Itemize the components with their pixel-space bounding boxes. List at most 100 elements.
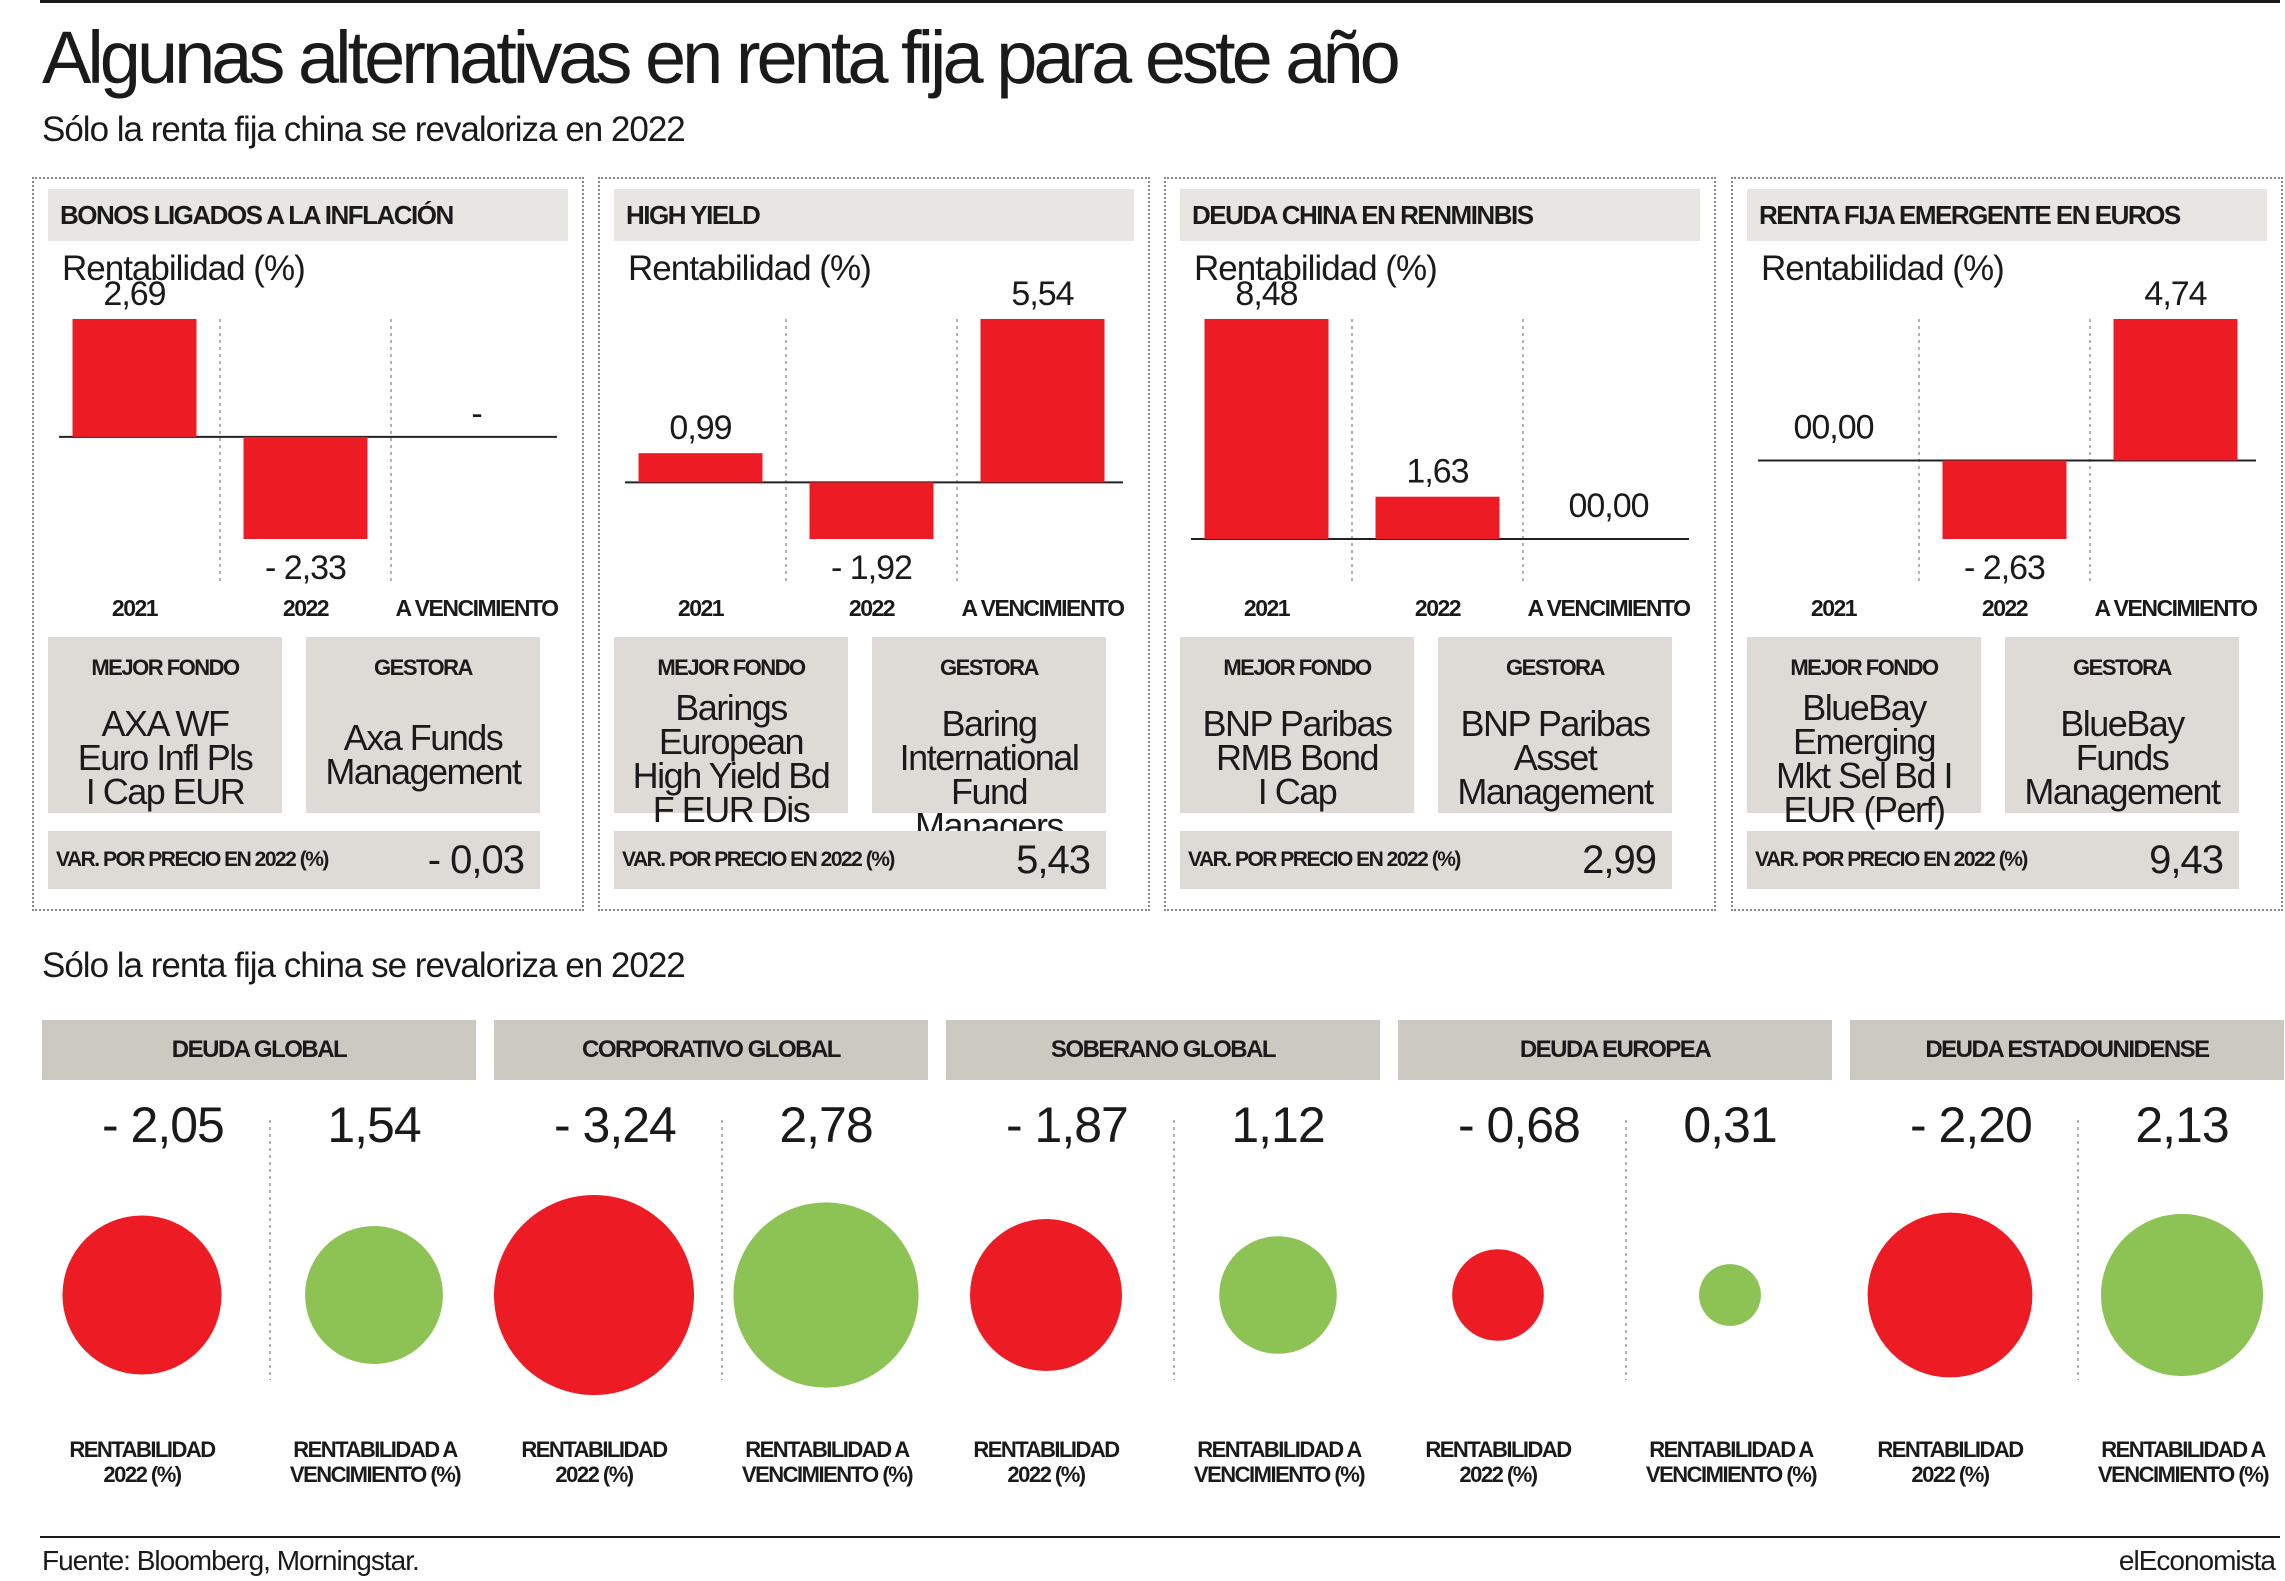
bar-2022 (1375, 496, 1500, 539)
bubble-rentabilidad-vencimiento (2100, 1213, 2264, 1377)
price-change-box: VAR. POR PRECIO EN 2022 (%) 2,99 (1180, 831, 1672, 889)
panel-title: RENTA FIJA EMERGENTE EN EUROS (1747, 189, 2267, 241)
chart-panel-deuda-china: DEUDA CHINA EN RENMINBIS Rentabilidad (%)… (1164, 177, 1716, 911)
x-tick-label: 2021 (1244, 595, 1291, 621)
bar-2022 (243, 436, 368, 539)
bubble-value-label: - 1,87 (1006, 1097, 1128, 1153)
bubble-value-label: 1,54 (327, 1097, 421, 1153)
x-tick-label: 2021 (112, 595, 159, 621)
bubble-value-label: 1,12 (1231, 1097, 1324, 1153)
price-change-label: VAR. POR PRECIO EN 2022 (%) (1188, 848, 1461, 871)
panel-title: HIGH YIELD (614, 189, 1134, 241)
best-fund-box: MEJOR FONDO BNP Paribas RMB Bond I Cap (1180, 637, 1414, 813)
price-change-value: - 0,03 (427, 838, 525, 882)
best-fund-label: MEJOR FONDO (1790, 655, 1939, 680)
chart-panel-high-yield: HIGH YIELD Rentabilidad (%) 0,99 2021 - 1,92… (598, 177, 1150, 911)
best-fund-label: MEJOR FONDO (657, 655, 806, 680)
source-note: Fuente: Bloomberg, Morningstar. (42, 1545, 420, 1576)
bar-2022 (1942, 460, 2067, 539)
bar-2021 (638, 453, 763, 483)
x-tick-label: 2021 (678, 595, 725, 621)
fund-manager-box: GESTORA Baring International Fund Manager… (872, 637, 1106, 844)
bar-value-label: 5,54 (1011, 275, 1073, 313)
fund-manager-label: GESTORA (2073, 655, 2172, 680)
bar-value-label: 4,74 (2144, 275, 2206, 313)
bubble-chart: - 2,05 1,54 - 3,24 2,78 - 1,87 1,12 - 0,68 0,31… (62, 1097, 2264, 1395)
x-tick-label: 2022 (283, 595, 329, 621)
fund-manager-name: BNP Paribas Asset Management (1457, 703, 1654, 812)
category-header: DEUDA GLOBAL (42, 1020, 476, 1080)
page-title: Algunas alternativas en renta fija para … (42, 16, 1401, 99)
price-change-value: 5,43 (1016, 838, 1091, 882)
bubble-rentabilidad-2022 (494, 1195, 694, 1395)
bubble-rentabilidad-vencimiento (305, 1226, 443, 1364)
price-change-label: VAR. POR PRECIO EN 2022 (%) (1755, 848, 2028, 871)
bubble-label-2022: RENTABILIDAD 2022 (%) (1425, 1437, 1572, 1487)
price-change-label: VAR. POR PRECIO EN 2022 (%) (622, 848, 895, 871)
bubble-rentabilidad-vencimiento (733, 1202, 919, 1388)
bubble-rentabilidad-2022 (1867, 1212, 2033, 1378)
category-header: CORPORATIVO GLOBAL (494, 1020, 928, 1080)
bar-value-label: 0,99 (669, 409, 731, 447)
best-fund-name: BlueBay Emerging Mkt Sel Bd I EUR (Perf) (1775, 687, 1954, 830)
chart-panel-bonos-inflacion: BONOS LIGADOS A LA INFLACIÓN Rentabilidad… (32, 177, 584, 911)
y-axis-label: Rentabilidad (%) (628, 249, 872, 288)
y-axis-label: Rentabilidad (%) (1194, 249, 1438, 288)
bar-chart: 0,99 2021 - 1,92 2022 5,54 A VENCIMIENTO (625, 275, 1126, 621)
bubble-value-label: 0,31 (1683, 1097, 1776, 1153)
best-fund-label: MEJOR FONDO (1223, 655, 1372, 680)
fund-manager-label: GESTORA (940, 655, 1039, 680)
bubble-rentabilidad-vencimiento (1699, 1264, 1761, 1326)
price-change-value: 2,99 (1582, 838, 1657, 882)
bar-chart: 2,69 2021 - 2,33 2022 - A VENCIMIENTO (59, 275, 560, 621)
fund-manager-box: GESTORA Axa Funds Management (306, 637, 540, 813)
bubble-label-2022: RENTABILIDAD 2022 (%) (1877, 1437, 2024, 1487)
price-change-label: VAR. POR PRECIO EN 2022 (%) (56, 848, 329, 871)
fund-manager-name: BlueBay Funds Management (2024, 703, 2221, 812)
bar-value-label: 1,63 (1406, 453, 1468, 491)
bubble-value-label: - 0,68 (1458, 1097, 1580, 1153)
bubble-label-2022: RENTABILIDAD 2022 (%) (521, 1437, 668, 1487)
bubble-label-vencimiento: RENTABILIDAD A VENCIMIENTO (%) (1645, 1437, 1818, 1487)
bar-value-label: 00,00 (1793, 408, 1873, 446)
top-rule (40, 0, 2280, 3)
panel-title: DEUDA CHINA EN RENMINBIS (1180, 189, 1700, 241)
fund-manager-box: GESTORA BlueBay Funds Management (2005, 637, 2239, 813)
price-change-box: VAR. POR PRECIO EN 2022 (%) 5,43 (614, 831, 1106, 889)
bubble-value-label: - 2,05 (102, 1097, 224, 1153)
x-tick-label: 2021 (1811, 595, 1858, 621)
y-axis-label: Rentabilidad (%) (1761, 249, 2005, 288)
bar-value-label: - 1,92 (831, 549, 912, 587)
bubble-rentabilidad-vencimiento (1219, 1236, 1337, 1354)
bar-2021 (1204, 319, 1329, 539)
fund-manager-label: GESTORA (1506, 655, 1605, 680)
best-fund-name: BNP Paribas RMB Bond I Cap (1202, 703, 1393, 812)
price-change-box: VAR. POR PRECIO EN 2022 (%) - 0,03 (48, 831, 540, 889)
panel-title: BONOS LIGADOS A LA INFLACIÓN (48, 189, 568, 241)
bar-value-label: 2,69 (103, 275, 165, 313)
x-tick-label: A VENCIMIENTO (2095, 595, 2258, 621)
best-fund-name: Barings European High Yield Bd F EUR Dis (632, 687, 831, 830)
bubble-label-vencimiento: RENTABILIDAD A VENCIMIENTO (%) (1193, 1437, 1366, 1487)
price-change-value: 9,43 (2149, 838, 2224, 882)
x-tick-label: 2022 (1982, 595, 2028, 621)
bubble-rentabilidad-2022 (1452, 1249, 1544, 1341)
x-tick-label: 2022 (1415, 595, 1461, 621)
x-tick-label: 2022 (849, 595, 895, 621)
price-change-box: VAR. POR PRECIO EN 2022 (%) 9,43 (1747, 831, 2239, 889)
bar-value-label: 00,00 (1568, 487, 1648, 525)
brand-logo: elEconomista (2118, 1545, 2276, 1576)
best-fund-box: MEJOR FONDO AXA WF Euro Infl Pls I Cap EU… (48, 637, 282, 813)
bar-value-label: - 2,33 (265, 549, 346, 587)
x-tick-label: A VENCIMIENTO (396, 595, 559, 621)
bar-chart: 00,00 2021 - 2,63 2022 4,74 A VENCIMIENTO (1758, 275, 2259, 621)
category-header: DEUDA ESTADOUNIDENSE (1850, 1020, 2284, 1080)
best-fund-box: MEJOR FONDO BlueBay Emerging Mkt Sel Bd I… (1747, 637, 1981, 828)
fund-manager-label: GESTORA (374, 655, 473, 680)
fund-manager-name: Axa Funds Management (325, 717, 522, 792)
bar-2022 (809, 482, 934, 539)
y-axis-label: Rentabilidad (%) (62, 249, 306, 288)
bubble-value-label: - 3,24 (554, 1097, 676, 1153)
bubble-label-2022: RENTABILIDAD 2022 (%) (973, 1437, 1120, 1487)
bubble-label-vencimiento: RENTABILIDAD A VENCIMIENTO (%) (289, 1437, 462, 1487)
